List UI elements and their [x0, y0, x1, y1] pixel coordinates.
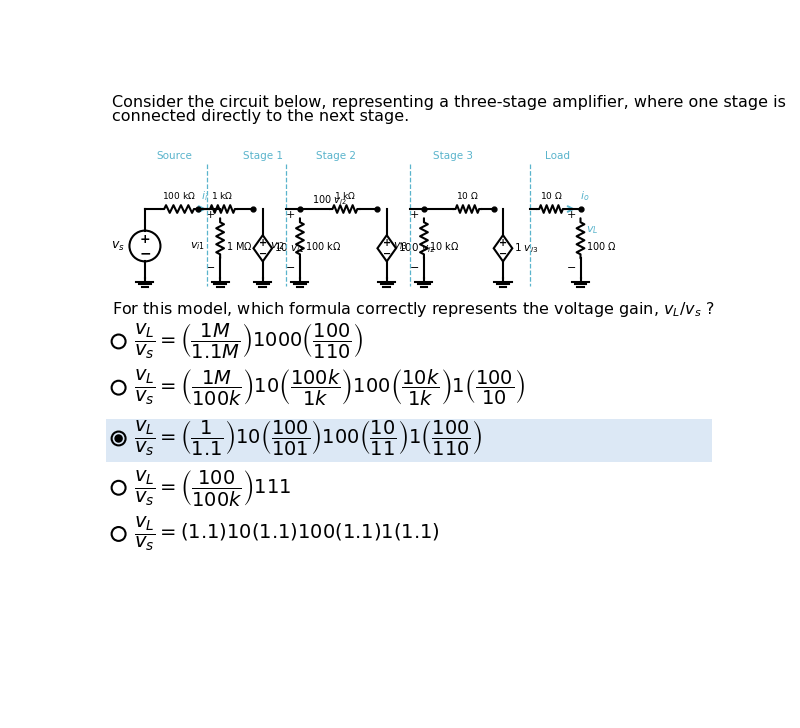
Text: $100\ v_{i2}$: $100\ v_{i2}$: [312, 194, 347, 207]
Text: $\dfrac{v_L}{v_s} = (1.1)10(1.1)100(1.1)1(1.1)$: $\dfrac{v_L}{v_s} = (1.1)10(1.1)100(1.1)…: [134, 515, 440, 553]
Text: +: +: [410, 210, 419, 220]
Text: $v_{i2}$: $v_{i2}$: [270, 240, 285, 252]
Text: −: −: [566, 264, 576, 273]
Text: −: −: [286, 264, 295, 273]
Text: 1 k$\Omega$: 1 k$\Omega$: [334, 190, 356, 202]
Text: 100 k$\Omega$: 100 k$\Omega$: [306, 240, 342, 252]
Text: +: +: [206, 210, 215, 220]
Text: +: +: [258, 237, 267, 248]
Text: $\dfrac{v_L}{v_s} = \left(\dfrac{1M}{1.1M}\right)1000\left(\dfrac{100}{110}\righ: $\dfrac{v_L}{v_s} = \left(\dfrac{1M}{1.1…: [134, 322, 363, 361]
Text: $1\ v_{i3}$: $1\ v_{i3}$: [514, 242, 538, 256]
Text: $10\ v_{i1}$: $10\ v_{i1}$: [274, 242, 304, 256]
Text: Stage 1: Stage 1: [242, 151, 282, 162]
Text: 1 k$\Omega$: 1 k$\Omega$: [211, 190, 234, 202]
Text: Stage 2: Stage 2: [316, 151, 356, 162]
Text: 100 $\Omega$: 100 $\Omega$: [586, 240, 617, 252]
Text: For this model, which formula correctly represents the voltage gain, $v_L/v_s$ ?: For this model, which formula correctly …: [112, 300, 715, 319]
Text: +: +: [382, 237, 391, 248]
Text: $\dfrac{v_L}{v_s} = \left(\dfrac{1M}{100k}\right)10\left(\dfrac{100k}{1k}\right): $\dfrac{v_L}{v_s} = \left(\dfrac{1M}{100…: [134, 368, 526, 408]
Text: +: +: [286, 210, 295, 220]
Text: connected directly to the next stage.: connected directly to the next stage.: [112, 109, 410, 124]
Text: $\dfrac{v_L}{v_s} = \left(\dfrac{1}{1.1}\right)10\left(\dfrac{100}{101}\right)10: $\dfrac{v_L}{v_s} = \left(\dfrac{1}{1.1}…: [134, 419, 482, 458]
Text: −: −: [139, 246, 150, 260]
Text: $v_L$: $v_L$: [586, 225, 598, 237]
FancyBboxPatch shape: [106, 419, 712, 462]
Text: +: +: [499, 237, 507, 248]
Text: $v_{i1}$: $v_{i1}$: [190, 240, 205, 252]
Text: 10 $\Omega$: 10 $\Omega$: [456, 190, 478, 202]
Text: 10 $\Omega$: 10 $\Omega$: [540, 190, 562, 202]
Text: −: −: [382, 249, 391, 259]
Text: $100\ v_{i2}$: $100\ v_{i2}$: [398, 242, 434, 256]
Text: −: −: [499, 249, 507, 259]
Text: $v_s$: $v_s$: [111, 240, 125, 253]
Text: 1 M$\Omega$: 1 M$\Omega$: [226, 240, 252, 252]
Text: $i_o$: $i_o$: [580, 189, 590, 203]
Text: Stage 3: Stage 3: [433, 151, 473, 162]
Text: $v_{i3}$: $v_{i3}$: [394, 240, 409, 252]
Text: Consider the circuit below, representing a three-stage amplifier, where one stag: Consider the circuit below, representing…: [112, 95, 786, 110]
Circle shape: [114, 434, 123, 443]
Text: $i_i$: $i_i$: [201, 189, 208, 203]
Text: −: −: [258, 249, 267, 259]
Text: −: −: [206, 264, 215, 273]
Text: +: +: [140, 232, 150, 245]
Text: 100 k$\Omega$: 100 k$\Omega$: [162, 190, 196, 202]
Text: Load: Load: [545, 151, 570, 162]
Text: $\dfrac{v_L}{v_s} = \left(\dfrac{100}{100k}\right)111$: $\dfrac{v_L}{v_s} = \left(\dfrac{100}{10…: [134, 468, 291, 507]
Text: −: −: [410, 264, 419, 273]
Text: 10 k$\Omega$: 10 k$\Omega$: [430, 240, 459, 252]
Text: +: +: [566, 210, 576, 220]
Text: Source: Source: [157, 151, 192, 162]
